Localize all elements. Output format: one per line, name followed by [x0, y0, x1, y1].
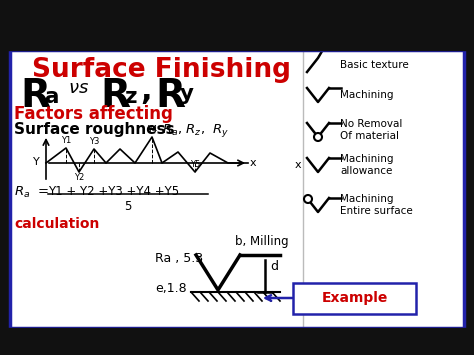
Text: d: d: [270, 260, 278, 273]
Text: Y1: Y1: [61, 136, 71, 145]
Text: Ra , 5.3: Ra , 5.3: [155, 252, 203, 265]
Text: x: x: [250, 158, 256, 168]
Text: $\mathbf{R}$: $\mathbf{R}$: [20, 77, 51, 115]
Circle shape: [314, 133, 322, 141]
Bar: [10, 50, 464, 328]
Text: $R_a$, $R_z$,  $R_y$: $R_a$, $R_z$, $R_y$: [162, 122, 229, 139]
Text: b, Milling: b, Milling: [235, 235, 289, 248]
Text: 5: 5: [124, 200, 132, 213]
Text: calculation: calculation: [14, 217, 100, 231]
Text: $\mathbf{_z}$: $\mathbf{_z}$: [124, 77, 138, 106]
Text: Machining
Entire surface: Machining Entire surface: [340, 194, 413, 216]
Text: Y: Y: [33, 157, 40, 167]
Circle shape: [304, 195, 312, 203]
Text: Y3: Y3: [89, 137, 99, 146]
Text: $R_a$  =: $R_a$ =: [14, 185, 49, 200]
FancyBboxPatch shape: [293, 283, 417, 313]
Text: Y4: Y4: [147, 125, 157, 134]
Text: $\mathbf{R}$: $\mathbf{R}$: [100, 77, 131, 115]
Text: Y2: Y2: [74, 173, 84, 182]
Text: Surface Finishing: Surface Finishing: [33, 57, 292, 83]
Text: $\mathbf{_a}$: $\mathbf{_a}$: [44, 77, 59, 106]
Text: x: x: [294, 160, 301, 170]
Text: Basic texture: Basic texture: [340, 60, 409, 70]
Text: $\mathbf{,}$: $\mathbf{,}$: [140, 77, 151, 106]
Bar: [0, 328, 474, 355]
Text: Surface roughness: Surface roughness: [14, 122, 174, 137]
Text: Example: Example: [322, 291, 388, 305]
Text: $\mathbf{_y}$: $\mathbf{_y}$: [179, 77, 195, 106]
Text: Y5: Y5: [190, 160, 200, 169]
FancyArrowPatch shape: [265, 295, 292, 301]
Text: Machining
allowance: Machining allowance: [340, 154, 393, 176]
Text: No Removal
Of material: No Removal Of material: [340, 119, 402, 141]
Text: $\mathbf{R}$: $\mathbf{R}$: [155, 77, 186, 115]
Text: e,1.8: e,1.8: [155, 282, 187, 295]
Text: Factors affecting: Factors affecting: [14, 105, 173, 123]
Text: $\nu s$: $\nu s$: [68, 79, 89, 97]
Text: Y1 + Y2 +Y3 +Y4 +Y5: Y1 + Y2 +Y3 +Y4 +Y5: [48, 185, 179, 198]
Bar: [0, 0, 474, 50]
Text: Machining: Machining: [340, 90, 393, 100]
